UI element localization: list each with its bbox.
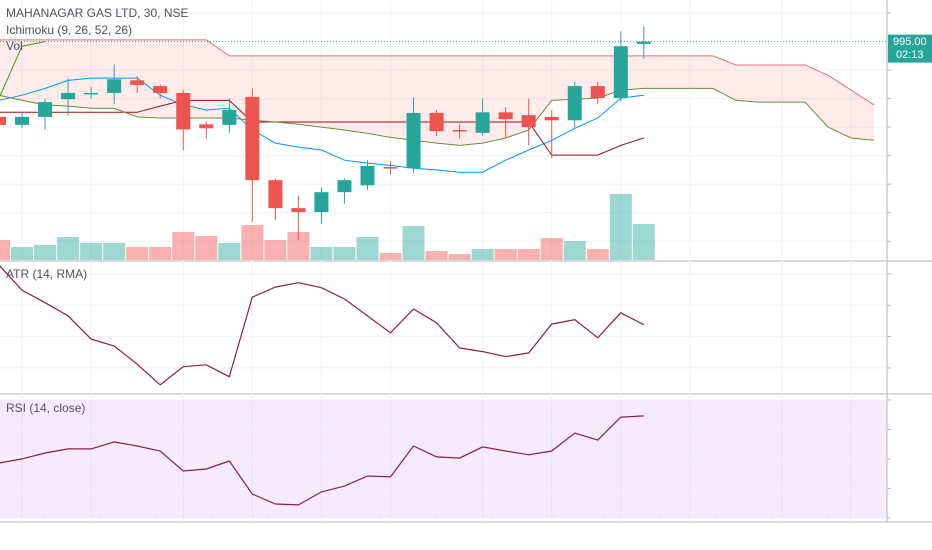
- ichimoku-line: [0, 77, 644, 173]
- volume-bar: [195, 236, 218, 260]
- ichimoku-line: [0, 41, 46, 98]
- candle-body: [153, 86, 168, 93]
- candle-body: [15, 116, 30, 125]
- candle-body: [544, 116, 559, 121]
- candle-body: [199, 124, 214, 129]
- volume-bar: [563, 241, 586, 260]
- volume-bar: [218, 243, 241, 260]
- cloud-fill: [0, 39, 875, 146]
- ichimoku-line: [0, 87, 875, 146]
- candle-body: [38, 102, 53, 117]
- candle-body: [84, 92, 99, 95]
- volume-bar: [287, 232, 310, 260]
- volume-bar: [80, 243, 103, 260]
- last-price-box: [888, 34, 932, 63]
- candle-body: [590, 86, 605, 99]
- countdown-label: 02:13: [896, 49, 924, 61]
- pane-legend: RSI (14, close): [6, 401, 85, 415]
- candle-body: [222, 110, 237, 125]
- candle-body: [429, 112, 444, 132]
- background-layer: [0, 0, 932, 523]
- volume-bar: [149, 247, 172, 260]
- candle-body: [268, 180, 283, 209]
- volume-bar: [517, 249, 540, 260]
- volume-bar: [379, 253, 402, 260]
- candle-body: [360, 165, 375, 186]
- candle-body: [291, 208, 306, 213]
- volume-bar: [333, 247, 356, 260]
- volume-bar: [57, 237, 80, 260]
- volume-bar: [126, 247, 149, 260]
- volume-bar: [471, 249, 494, 260]
- volume-bar: [310, 247, 333, 260]
- candle-body: [61, 92, 76, 100]
- text-layer: MAHANAGAR GAS LTD, 30, NSE Ichimoku (9, …: [6, 6, 932, 415]
- candle-body: [245, 96, 260, 181]
- volume-bar: [609, 194, 632, 260]
- volume-bar: [11, 247, 34, 260]
- candle-body: [406, 112, 421, 169]
- volume-bar: [494, 249, 517, 260]
- volume-bar: [241, 225, 264, 260]
- candle-body: [475, 112, 490, 133]
- candle-body: [636, 41, 651, 44]
- ichimoku-line: [0, 99, 644, 156]
- indicator-line: [0, 415, 644, 506]
- volume-bar: [264, 240, 287, 260]
- candle-body: [107, 79, 122, 93]
- pane-legend: ATR (14, RMA): [6, 267, 87, 281]
- volume-bar: [425, 251, 448, 260]
- last-price-label: 995.00: [893, 36, 927, 48]
- volume-legend: Vol: [6, 39, 23, 53]
- candle-body: [521, 115, 536, 128]
- candle-body: [130, 80, 145, 85]
- ichimoku-line: [0, 39, 875, 106]
- candle-body: [452, 130, 467, 132]
- chart-title: MAHANAGAR GAS LTD, 30, NSE: [6, 6, 189, 20]
- volume-bar: [34, 245, 57, 260]
- volume-bar: [0, 240, 10, 260]
- candle-body: [176, 92, 191, 130]
- candle-body: [498, 112, 513, 120]
- volume-bar: [540, 238, 563, 260]
- marks-layer: [0, 26, 887, 506]
- candle-body: [314, 192, 329, 213]
- volume-bar: [448, 254, 471, 260]
- volume-bar: [402, 226, 425, 260]
- indicator-line: [0, 265, 645, 386]
- candle-body: [0, 116, 6, 125]
- volume-bar: [172, 232, 195, 260]
- candle-body: [383, 167, 398, 169]
- volume-bar: [586, 249, 609, 260]
- indicator-legend: Ichimoku (9, 26, 52, 26): [6, 23, 132, 37]
- candle-body: [337, 180, 352, 193]
- volume-bar: [356, 237, 379, 260]
- candle-body: [567, 86, 582, 121]
- volume-bar: [103, 243, 126, 260]
- candle-body: [613, 46, 628, 99]
- volume-bar: [632, 224, 655, 260]
